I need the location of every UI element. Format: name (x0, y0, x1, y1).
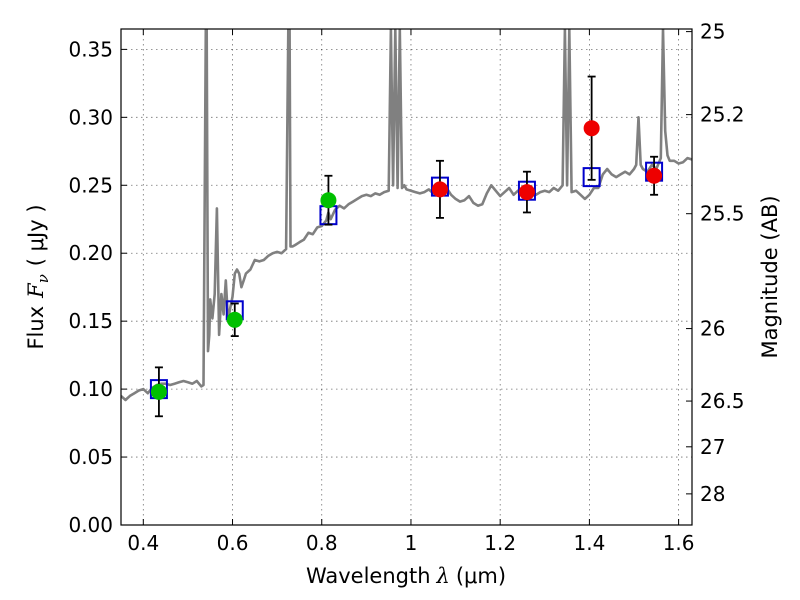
axes (120, 28, 693, 526)
y-tick-label: 0.05 (68, 445, 113, 469)
y2-tick-label: 28 (700, 482, 725, 506)
y2-tick-label: 27 (700, 435, 725, 459)
x-tick-label: 0.8 (306, 531, 338, 555)
x-axis-label-unit: (μm) (456, 564, 506, 588)
y2-tick-label: 25 (700, 20, 725, 44)
x-tick-label: 0.6 (217, 531, 249, 555)
y-tick-label: 0.25 (68, 173, 113, 197)
plot-frame (120, 28, 693, 526)
y2-tick-label: 25.5 (700, 202, 745, 226)
photometry-point (150, 383, 167, 400)
x-axis-label-symbol: λ (436, 564, 450, 588)
photometry-point (518, 184, 535, 201)
y-tick-label: 0.10 (68, 377, 113, 401)
y2-axis-label: Magnitude (AB) (758, 195, 782, 358)
y-axis-label-subscript: ν (34, 274, 52, 283)
plot-area (121, 29, 692, 418)
photometry-point (431, 181, 448, 198)
y-axis-label-symbol: F (24, 282, 48, 299)
y-axis-label: Flux Fν ( μJy ) (24, 204, 52, 349)
y2-tick-label: 26 (700, 317, 725, 341)
y-tick-label: 0.35 (68, 37, 113, 61)
y-tick-label: 0.00 (68, 513, 113, 537)
x-tick-label: 1 (405, 531, 418, 555)
x-tick-label: 1.2 (484, 531, 516, 555)
y-tick-label: 0.20 (68, 241, 113, 265)
y2-tick-label: 26.5 (700, 389, 745, 413)
x-axis-label-text: Wavelength (306, 564, 431, 588)
x-tick-label: 1.6 (663, 531, 695, 555)
y-axis-label-unit: ( μJy ) (24, 204, 48, 266)
photometry-point (646, 167, 663, 184)
photometry-point (320, 192, 337, 209)
x-tick-label: 1.4 (573, 531, 605, 555)
photometry-point (583, 120, 600, 137)
y-tick-label: 0.30 (68, 105, 113, 129)
y2-tick-label: 25.2 (700, 103, 745, 127)
spectrum-line (121, 29, 692, 402)
x-tick-label: 0.4 (127, 531, 159, 555)
y-tick-label: 0.15 (68, 309, 113, 333)
x-axis-label: Wavelength λ (μm) (306, 564, 506, 588)
photometry-point (226, 311, 243, 328)
y-axis-label-text: Flux (24, 306, 48, 350)
